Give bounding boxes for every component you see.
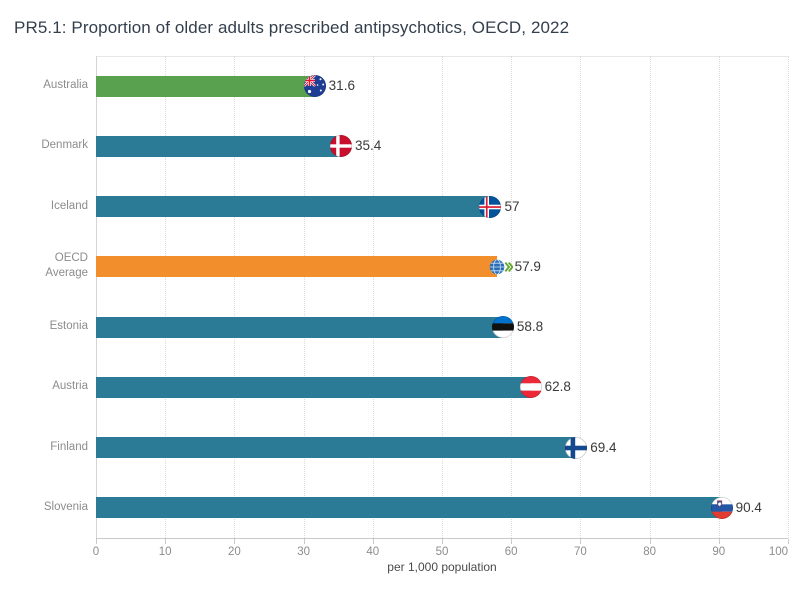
category-label-estonia: Estonia [49,320,88,333]
x-tick-label-60: 60 [504,546,518,558]
gridline-90 [718,56,720,538]
oecd-logo-icon [489,256,514,278]
value-label-estonia: 58.8 [516,319,544,335]
estonia-flag-icon [491,316,514,339]
category-label-iceland: Iceland [50,199,88,212]
bar-denmark[interactable] [96,135,341,157]
bar-iceland[interactable] [96,196,491,218]
x-tick-100 [788,539,789,544]
value-label-slovenia: 90.4 [735,499,762,515]
value-label-denmark: 35.4 [354,138,382,154]
value-label-oecd-average: 57.9 [514,258,541,274]
x-tick-label-20: 20 [227,546,241,558]
gridline-70 [580,56,582,538]
austria-flag-icon [519,376,542,399]
x-tick-30 [303,539,305,544]
category-label-oecd-average: OECD Average [45,251,88,280]
x-tick-70 [580,539,582,544]
category-label-slovenia: Slovenia [43,500,88,513]
bar-austria[interactable] [96,376,531,398]
category-label-australia: Australia [43,79,88,92]
x-tick-label-40: 40 [366,546,380,558]
australia-flag-icon [303,75,326,98]
x-axis-line [96,538,788,539]
category-label-finland: Finland [50,440,88,453]
x-tick-0 [96,539,97,544]
bar-slovenia[interactable] [96,497,722,519]
gridline-50 [442,56,443,538]
x-tick-label-0: 0 [92,546,100,558]
gridline-40 [372,56,374,538]
x-tick-40 [372,539,374,544]
value-label-australia: 31.6 [328,78,355,94]
x-tick-label-80: 80 [643,546,656,558]
value-label-iceland: 57 [504,198,520,214]
x-tick-50 [442,539,443,544]
bar-estonia[interactable] [96,316,503,338]
gridline-100 [788,56,789,538]
slovenia-flag-icon [710,496,733,519]
x-tick-20 [234,539,236,544]
x-tick-label-100: 100 [768,546,788,558]
iceland-flag-icon [479,195,502,218]
value-label-finland: 69.4 [590,439,617,455]
x-tick-label-10: 10 [158,546,172,558]
bar-australia[interactable] [96,75,315,97]
x-tick-label-50: 50 [435,546,449,558]
finland-flag-icon [565,436,588,459]
x-tick-label-30: 30 [297,546,310,558]
gridline-80 [649,56,651,538]
category-label-denmark: Denmark [41,139,88,152]
x-tick-80 [649,539,651,544]
value-label-austria: 62.8 [544,379,571,395]
x-tick-60 [511,539,513,544]
x-tick-label-90: 90 [712,546,726,558]
x-axis-title: per 1,000 population [387,560,497,574]
denmark-flag-icon [329,135,352,158]
bar-oecd-average[interactable] [96,256,497,278]
gridline-10 [165,56,167,538]
category-label-austria: Austria [52,380,88,393]
gridline-30 [303,56,305,538]
y-axis-line [96,56,97,538]
chart-title: PR5.1: Proportion of older adults prescr… [14,18,570,37]
x-tick-90 [718,539,720,544]
gridline-20 [234,56,236,538]
bar-finland[interactable] [96,437,577,459]
x-tick-10 [165,539,167,544]
gridline-60 [511,56,513,538]
x-tick-label-70: 70 [573,546,587,558]
